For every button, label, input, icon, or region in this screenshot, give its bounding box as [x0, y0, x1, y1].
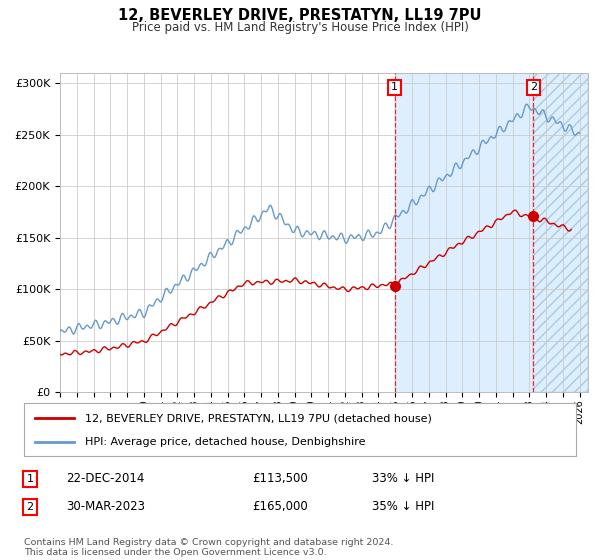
- Bar: [533, 73, 588, 392]
- Text: 22-DEC-2014: 22-DEC-2014: [66, 472, 145, 486]
- Text: 30-MAR-2023: 30-MAR-2023: [66, 500, 145, 514]
- Text: £165,000: £165,000: [252, 500, 308, 514]
- Text: Price paid vs. HM Land Registry's House Price Index (HPI): Price paid vs. HM Land Registry's House …: [131, 21, 469, 34]
- Text: 12, BEVERLEY DRIVE, PRESTATYN, LL19 7PU: 12, BEVERLEY DRIVE, PRESTATYN, LL19 7PU: [118, 8, 482, 24]
- Bar: [533, 73, 588, 392]
- Text: Contains HM Land Registry data © Crown copyright and database right 2024.
This d: Contains HM Land Registry data © Crown c…: [24, 538, 394, 557]
- Text: 2: 2: [26, 502, 34, 512]
- Text: HPI: Average price, detached house, Denbighshire: HPI: Average price, detached house, Denb…: [85, 436, 365, 446]
- Text: 12, BEVERLEY DRIVE, PRESTATYN, LL19 7PU (detached house): 12, BEVERLEY DRIVE, PRESTATYN, LL19 7PU …: [85, 413, 431, 423]
- Text: 33% ↓ HPI: 33% ↓ HPI: [372, 472, 434, 486]
- Text: 1: 1: [26, 474, 34, 484]
- Text: 35% ↓ HPI: 35% ↓ HPI: [372, 500, 434, 514]
- Text: 1: 1: [391, 82, 398, 92]
- Text: £113,500: £113,500: [252, 472, 308, 486]
- Text: 2: 2: [530, 82, 537, 92]
- Bar: [395, 73, 533, 392]
